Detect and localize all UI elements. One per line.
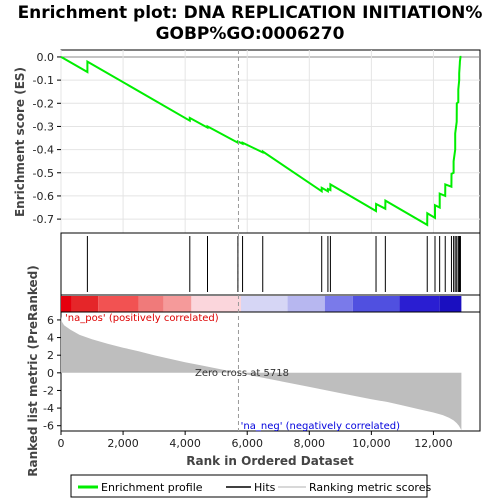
heatmap-segment: [352, 296, 400, 312]
es-y-axis-label: Enrichment score (ES): [13, 67, 27, 217]
heatmap-segment: [191, 296, 242, 312]
x-tick-label: 12,000: [414, 437, 453, 450]
heatmap-segment: [287, 296, 325, 312]
heatmap-segment: [98, 296, 139, 312]
x-tick-label: 8,000: [294, 437, 326, 450]
legend-hits-label: Hits: [254, 481, 276, 494]
zero-cross-label: Zero cross at 5718: [195, 368, 289, 379]
heatmap-segment: [61, 296, 72, 312]
legend-profile-label: Enrichment profile: [101, 481, 203, 494]
es-tick-label: 0.0: [37, 51, 55, 64]
legend-box: [70, 474, 428, 498]
x-tick-label: 6,000: [231, 437, 263, 450]
es-tick-label: -0.3: [33, 120, 54, 133]
es-plot-area: [60, 49, 481, 234]
heatmap-segment: [241, 296, 288, 312]
heatmap-panel: [60, 294, 481, 313]
chart-title-line2: GOBP%GO:0006270: [156, 24, 345, 44]
hits-panel: [60, 232, 481, 296]
chart-title-line1: Enrichment plot: DNA REPLICATION INITIAT…: [18, 3, 483, 23]
metric-tick-label: -6: [43, 420, 54, 433]
es-tick-label: -0.2: [33, 97, 54, 110]
es-tick-label: -0.4: [33, 144, 54, 157]
rank-color-bar: [61, 296, 462, 312]
legend-metric-label: Ranking metric scores: [309, 481, 431, 494]
x-axis-label: Rank in Ordered Dataset: [186, 454, 354, 468]
heatmap-segment: [399, 296, 440, 312]
heatmap-segment: [324, 296, 353, 312]
x-axis-ticks: 0 2,000 4,000 6,000 8,000 10,000 12,000: [58, 431, 453, 450]
metric-tick-label: 0: [47, 367, 54, 380]
negative-correlation-label: 'na_neg' (negatively correlated): [241, 421, 400, 432]
metric-tick-label: -4: [43, 402, 54, 415]
es-tick-label: -0.5: [33, 167, 54, 180]
es-tick-label: -0.1: [33, 74, 54, 87]
legend: Enrichment profile Hits Ranking metric s…: [70, 474, 431, 498]
heatmap-segment: [163, 296, 192, 312]
es-tick-label: -0.7: [33, 213, 54, 226]
positive-correlation-label: 'na_pos' (positively correlated): [65, 313, 219, 324]
x-tick-label: 0: [58, 437, 65, 450]
heatmap-segment: [71, 296, 99, 312]
metric-tick-label: -2: [43, 384, 54, 397]
hit-markers: [86, 236, 461, 292]
heatmap-segment: [138, 296, 164, 312]
metric-y-axis-label: Ranked list metric (PreRanked): [26, 265, 40, 477]
metric-tick-label: 2: [47, 349, 54, 362]
x-tick-label: 4,000: [169, 437, 201, 450]
enrichment-profile-line: [60, 55, 462, 227]
es-tick-label: -0.6: [33, 190, 54, 203]
hits-plot-area: [60, 232, 481, 296]
ranking-metric-area: [61, 316, 462, 431]
es-panel: 0.0 -0.1 -0.2 -0.3 -0.4 -0.5 -0.6 -0.7 Enrichme…: [13, 49, 481, 234]
metric-tick-label: 6: [47, 314, 54, 327]
metric-y-ticks: 6 4 2 0 -2 -4 -6: [43, 314, 61, 433]
metric-panel: 6 4 2 0 -2 -4 -6 0 2,000 4,000 6,000 8,000 10,000 12…: [26, 50, 481, 477]
metric-tick-label: 4: [47, 332, 54, 345]
es-grid: [60, 50, 480, 233]
heatmap-segment: [439, 296, 462, 312]
x-tick-label: 2,000: [107, 437, 139, 450]
x-tick-label: 10,000: [352, 437, 391, 450]
es-y-ticks: 0.0 -0.1 -0.2 -0.3 -0.4 -0.5 -0.6 -0.7: [33, 51, 61, 226]
